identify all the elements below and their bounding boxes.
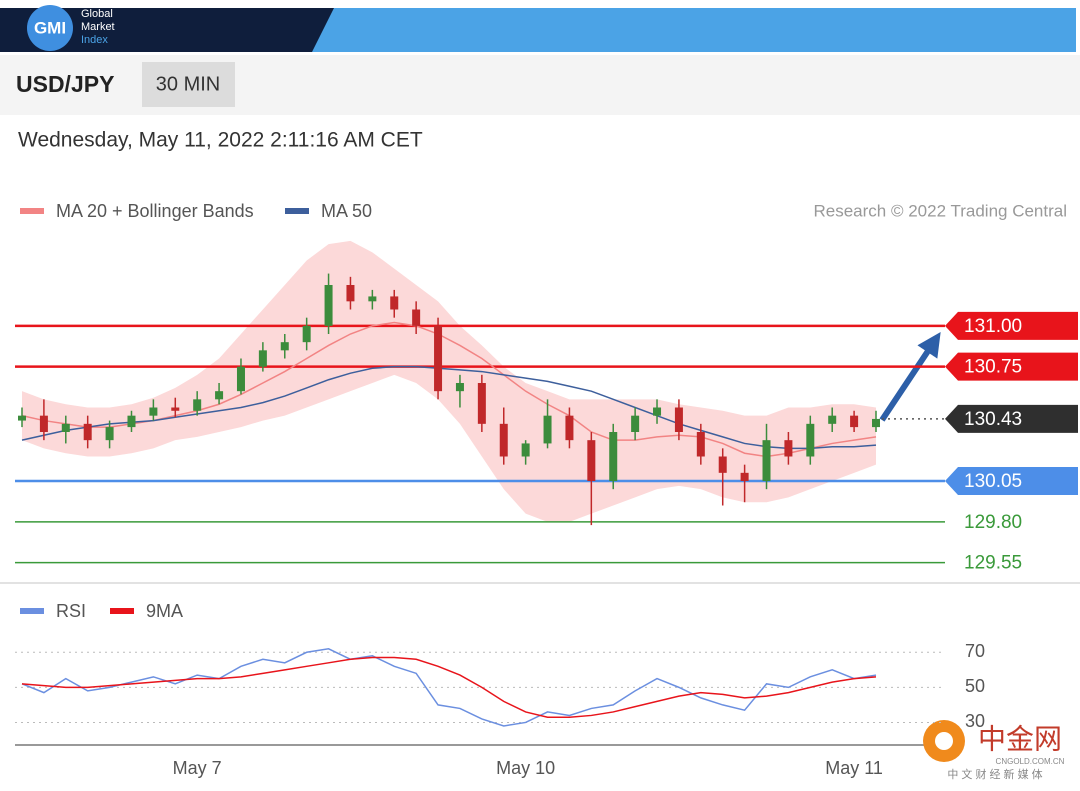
candle-body [83,423,92,441]
candle-body [18,415,26,421]
candle-body [412,309,421,326]
candle-body [543,415,552,444]
series-line [21,656,877,718]
brand: Market [81,21,115,33]
level-label: 130.43 [964,409,1022,430]
legend-label: RSI [56,601,86,621]
candle-body [806,423,815,457]
header-dark [0,8,334,52]
candle-body [850,415,859,428]
candle-body [631,415,640,432]
candle-body [477,383,486,424]
candle-body [434,325,443,392]
watermark-title: 中金网 [978,723,1062,754]
candle-body [258,350,267,367]
legend-swatch [285,208,309,214]
candle-body [872,418,880,428]
candle-body [346,285,355,302]
bollinger-band [22,240,876,522]
y-tick-label: 50 [965,676,985,696]
legend-swatch [110,608,134,614]
candle-body [828,415,837,424]
watermark-tagline: 中 文 财 经 新 媒 体 [947,767,1042,781]
candle-body [740,472,749,481]
x-tick-label: May 7 [173,758,222,778]
candle-body [127,415,136,428]
candle-body [784,440,793,457]
legend-swatch [20,608,44,614]
watermark-site: CNGOLD.COM.CN [996,757,1065,766]
candle-body [587,440,596,481]
candle-body [718,456,727,473]
y-tick-label: 70 [965,641,985,661]
level-label: 131.00 [964,316,1022,337]
brand: Index [81,34,108,46]
candle-body [674,407,683,432]
candle-body [521,443,530,457]
y-tick-label: 30 [965,711,985,731]
candle-body [105,427,114,441]
candle-body [455,383,464,392]
level-label: 130.75 [964,357,1022,378]
level-box [945,404,1078,433]
candle-body [280,342,289,351]
series-line [21,647,877,727]
level-box [945,311,1078,340]
legend-label: MA 50 [321,201,372,221]
legend-label: MA 20 + Bollinger Bands [56,201,254,221]
interval-box[interactable] [142,62,235,107]
candle-body [324,285,333,326]
logo-circle [27,5,73,51]
candle-body [302,325,311,343]
series-line [21,365,877,450]
level-box [945,467,1078,495]
watermark-logo [935,732,953,750]
series-line [21,321,877,458]
legend-swatch [20,208,44,214]
credit: Research © 2022 Trading Central [814,201,1068,220]
candle-body [236,366,245,392]
candle-body [696,432,705,457]
x-tick-label: May 11 [825,758,883,778]
legend-label: 9MA [146,601,183,621]
candle-body [565,415,574,441]
level-box [945,352,1078,381]
interval[interactable]: 30 MIN [156,73,220,95]
symbol: USD/JPY [16,71,114,97]
candle-body [149,407,158,416]
level-label: 129.55 [964,553,1022,574]
annotation-arrow [879,332,941,422]
candle-body [368,296,377,302]
level-label: 129.80 [964,512,1022,533]
level-label: 130.05 [964,471,1022,492]
candle-body [215,391,224,400]
candle-body [390,296,399,310]
logo: GMI [34,18,66,37]
candle-body [171,407,180,411]
candle-body [653,407,662,416]
candle-body [499,423,508,457]
brand: Global [81,8,113,20]
candle-body [61,423,70,432]
candle-body [39,415,48,432]
candle-body [609,432,618,481]
candle-body [762,440,771,481]
x-tick-label: May 10 [496,758,555,778]
candle-body [193,399,202,411]
timestamp: Wednesday, May 11, 2022 2:11:16 AM CET [18,129,423,152]
